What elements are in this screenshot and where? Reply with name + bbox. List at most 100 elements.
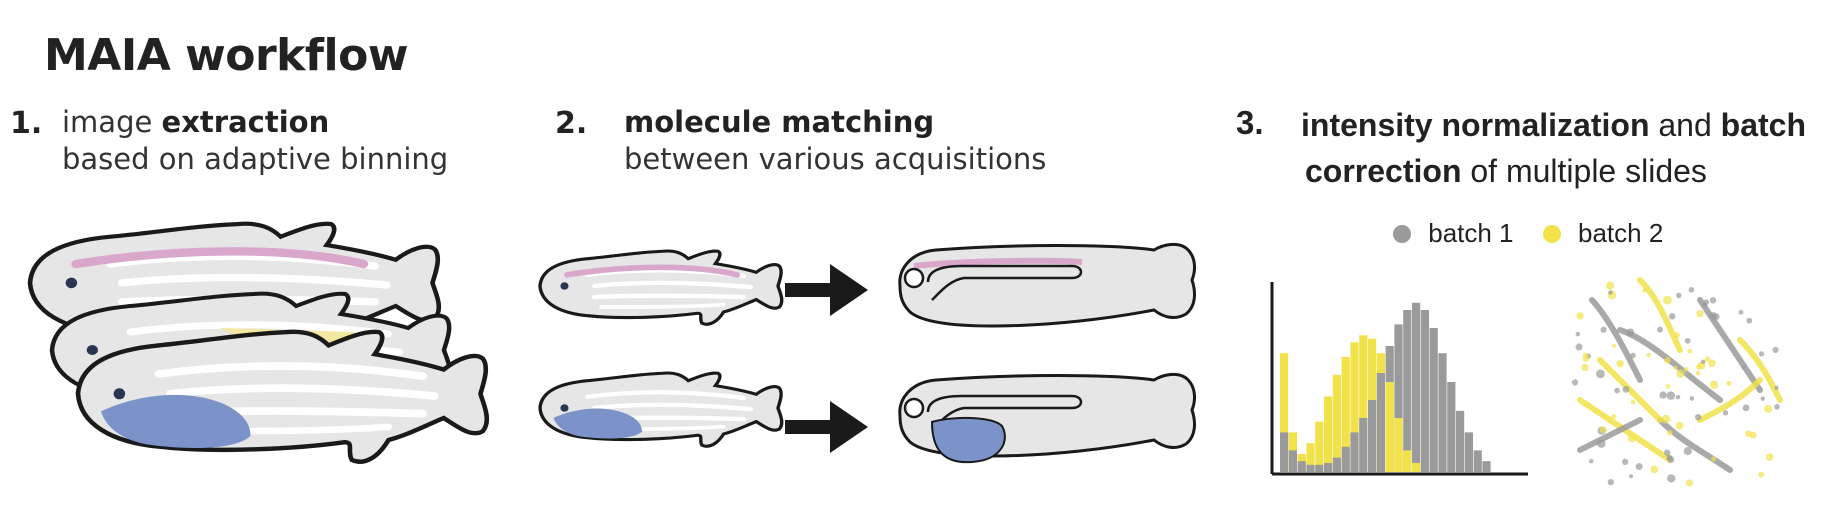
scatter-point [1616,359,1624,368]
scatter-point [1661,414,1671,424]
fish-bottom [78,332,487,462]
scatter-point [1606,281,1615,290]
step-3-rest: of multiple slides [1461,153,1707,189]
scatter-point [1749,431,1757,439]
scatter-point [1694,413,1702,421]
histogram-bar [1412,463,1421,472]
histogram-bar [1280,432,1289,472]
scatter-point [1764,404,1773,413]
scatter-point [1709,312,1718,320]
histogram-bar [1368,400,1377,472]
histogram-bar [1332,457,1341,472]
histogram-bar [1473,450,1482,472]
step-2-line2: between various acquisitions [624,142,1047,176]
histogram-bar [1306,443,1315,472]
scatter-point [1595,369,1605,379]
scatter-point [1688,287,1695,293]
scatter-point [1738,309,1744,315]
scatter-point [1608,290,1613,295]
step-2-text: molecule matching between various acquis… [624,104,1046,178]
histogram-bar [1394,418,1403,472]
scatter-point [1666,429,1673,436]
scatter-point [1683,367,1689,372]
scatter-point [1611,413,1617,420]
histogram-bar [1324,463,1333,472]
histogram-bar [1315,464,1324,472]
legend-label-batch1: batch 1 [1428,218,1514,248]
scatter-point [1627,434,1636,443]
histogram-bar [1359,418,1368,472]
scatter-point [1702,302,1708,308]
scatter-point [1668,313,1676,320]
scatter-point [1614,387,1620,394]
fish-top [30,224,439,348]
scatter-point [1684,337,1691,344]
histogram-bar [1306,464,1315,472]
step-2-bold: molecule matching [624,105,935,139]
histogram-bar [1359,335,1368,472]
scatter-cluster [1577,417,1643,453]
scatter-point [1575,331,1581,337]
histogram-bar [1332,374,1341,472]
histogram-bar [1420,310,1429,472]
scatter-point [1575,343,1583,351]
scatter-point [1673,365,1678,370]
larva-icon [898,372,1196,464]
scatter-point [1659,391,1667,399]
histogram-bar [1464,432,1473,472]
legend-dot-batch2 [1542,225,1561,243]
scatter-point [1576,312,1584,320]
arrow-right-icon [785,401,868,453]
histogram-bar [1482,461,1491,472]
scatter-point [1765,453,1774,461]
histogram-bar [1297,461,1306,472]
histogram-bar [1341,446,1350,472]
scatter-point [1599,426,1607,434]
scatter-point [1666,454,1673,461]
scatter-point [1666,391,1676,400]
scatter-point [1741,365,1746,370]
fish-small-top [538,249,784,326]
fish-small-bottom [538,371,784,448]
histogram-bar [1376,373,1385,472]
scatter-point [1612,343,1617,348]
scatter-point [1626,328,1635,337]
scatter-point [1657,326,1664,333]
scatter-point [1588,459,1594,464]
scatter-point [1673,332,1680,339]
scatter-point [1635,463,1643,471]
scatter-point [1774,385,1779,390]
scatter-point [1722,410,1729,416]
scatter-point [1758,351,1765,357]
step-3-text: intensity normalization and batch correc… [1301,102,1841,194]
histogram-bar [1403,450,1412,472]
step-1-bold: extraction [161,105,330,139]
scatter-cluster [1697,297,1763,393]
larva-icon [898,242,1196,328]
step-1-prefix: image [62,105,162,139]
fish-stack-icon [30,224,487,462]
histogram-bar [1280,353,1289,472]
scatter-point [1597,439,1606,448]
histogram-bar [1385,382,1394,472]
histogram-bar [1403,310,1412,472]
histogram-icon [1270,282,1528,476]
step-3-bold-1: intensity normalization [1301,107,1650,143]
scatter-point [1760,396,1765,401]
scatter-point [1726,380,1732,386]
legend-label-batch2: batch 2 [1578,218,1664,248]
scatter-point [1708,359,1716,368]
arrow-right-icon [785,264,868,316]
legend: batch 1 batch 2 [1393,218,1663,249]
scatter-point [1676,292,1682,299]
scatter-point [1621,458,1629,466]
scatter-point [1650,465,1659,474]
legend-dot-batch1 [1393,225,1411,243]
scatter-point [1758,471,1765,478]
scatter-point [1663,357,1671,364]
step-3-bold-3: correction [1305,153,1462,189]
histogram-bar [1315,421,1324,472]
scatter-point [1581,363,1589,372]
histogram-bar [1456,410,1465,472]
